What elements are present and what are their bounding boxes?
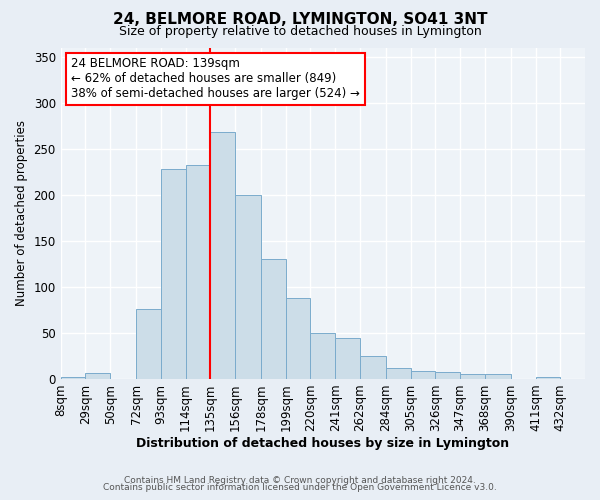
Bar <box>235 195 261 379</box>
Bar <box>310 333 335 379</box>
Text: 24, BELMORE ROAD, LYMINGTON, SO41 3NT: 24, BELMORE ROAD, LYMINGTON, SO41 3NT <box>113 12 487 28</box>
Bar <box>410 370 436 379</box>
X-axis label: Distribution of detached houses by size in Lymington: Distribution of detached houses by size … <box>136 437 509 450</box>
Bar <box>286 298 310 379</box>
Bar <box>261 260 286 379</box>
Bar <box>61 377 85 379</box>
Bar <box>460 374 485 379</box>
Bar <box>85 374 110 379</box>
Bar <box>360 356 386 379</box>
Text: Contains public sector information licensed under the Open Government Licence v3: Contains public sector information licen… <box>103 484 497 492</box>
Bar <box>536 377 560 379</box>
Bar <box>436 372 460 379</box>
Bar <box>185 166 211 379</box>
Text: 24 BELMORE ROAD: 139sqm
← 62% of detached houses are smaller (849)
38% of semi-d: 24 BELMORE ROAD: 139sqm ← 62% of detache… <box>71 58 360 100</box>
Y-axis label: Number of detached properties: Number of detached properties <box>15 120 28 306</box>
Bar <box>485 374 511 379</box>
Text: Size of property relative to detached houses in Lymington: Size of property relative to detached ho… <box>119 25 481 38</box>
Bar <box>136 309 161 379</box>
Bar <box>386 368 410 379</box>
Bar <box>211 132 235 379</box>
Bar <box>161 169 185 379</box>
Bar <box>335 338 360 379</box>
Text: Contains HM Land Registry data © Crown copyright and database right 2024.: Contains HM Land Registry data © Crown c… <box>124 476 476 485</box>
